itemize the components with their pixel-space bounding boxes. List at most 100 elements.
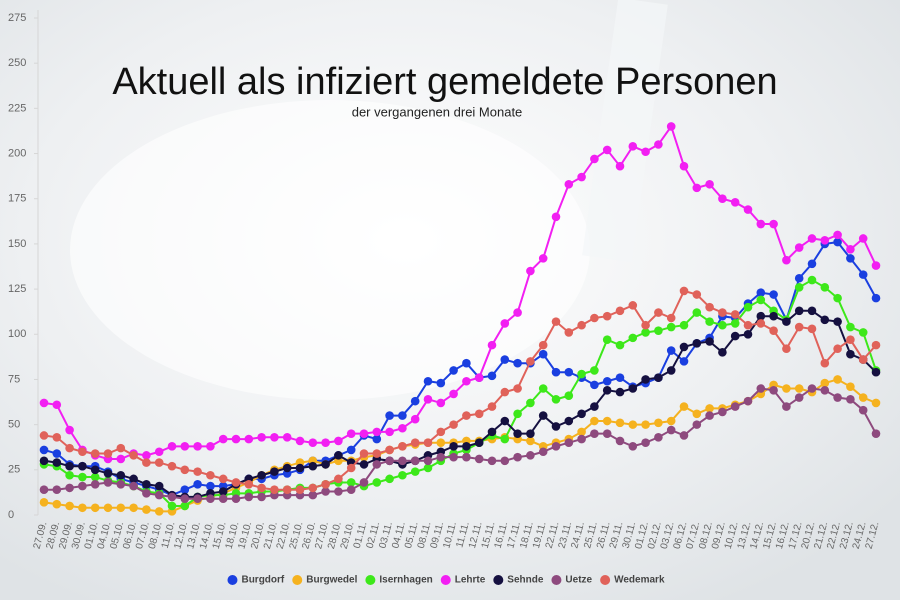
data-point <box>615 436 625 446</box>
data-point <box>513 429 522 438</box>
data-point <box>602 376 612 386</box>
data-point <box>846 254 855 263</box>
data-point <box>282 463 292 473</box>
data-point <box>538 340 548 350</box>
data-point <box>654 326 663 335</box>
data-point <box>590 402 599 411</box>
legend-item: Isernhagen <box>365 575 433 586</box>
legend-item: Burgwedel <box>292 575 358 586</box>
data-point <box>679 357 689 366</box>
data-point <box>654 432 663 442</box>
legend-marker <box>551 575 562 585</box>
data-point <box>52 485 62 494</box>
data-point <box>474 409 484 419</box>
data-point <box>180 442 190 451</box>
data-point <box>577 434 586 444</box>
data-point <box>180 465 190 475</box>
data-point <box>346 478 356 487</box>
data-point <box>78 461 87 471</box>
data-point <box>372 478 382 487</box>
data-point <box>321 479 330 489</box>
data-point <box>103 503 113 513</box>
data-point <box>833 375 842 384</box>
data-point <box>679 320 689 330</box>
data-point <box>410 456 420 466</box>
data-point <box>346 445 356 455</box>
data-point <box>52 499 62 509</box>
data-point <box>334 474 343 484</box>
data-point <box>833 317 842 326</box>
data-point <box>590 429 599 438</box>
data-point <box>641 438 650 448</box>
data-point <box>500 319 510 328</box>
data-point <box>142 489 151 498</box>
data-point <box>538 254 548 263</box>
data-point <box>359 429 369 438</box>
data-point <box>705 302 714 312</box>
data-point <box>295 485 305 494</box>
data-point <box>65 443 74 453</box>
data-point <box>513 409 522 419</box>
data-point <box>385 445 394 455</box>
data-point <box>692 183 702 193</box>
data-point <box>359 449 369 458</box>
data-point <box>257 483 266 493</box>
data-point <box>526 266 535 276</box>
data-point <box>590 313 599 323</box>
legend-label: Wedemark <box>614 575 665 586</box>
data-point <box>449 442 458 451</box>
legend-item: Sehnde <box>493 575 544 586</box>
data-point <box>180 501 190 511</box>
data-point <box>193 442 202 451</box>
data-point <box>500 456 510 466</box>
background-shape <box>582 0 668 263</box>
data-point <box>78 481 87 491</box>
data-point <box>794 273 804 283</box>
data-point <box>846 245 855 254</box>
data-point <box>538 411 548 420</box>
data-point <box>858 270 868 279</box>
data-point <box>692 420 702 429</box>
data-point <box>346 485 356 494</box>
data-point <box>372 460 382 469</box>
data-point <box>782 402 791 411</box>
data-point <box>692 339 702 348</box>
y-tick-label: 275 <box>8 12 26 24</box>
data-point <box>833 393 842 402</box>
data-point <box>654 418 663 428</box>
data-point <box>90 449 100 458</box>
data-point <box>116 503 126 513</box>
data-point <box>436 427 446 437</box>
data-point <box>78 503 87 513</box>
data-point <box>615 306 625 316</box>
data-point <box>321 487 330 496</box>
y-tick-label: 0 <box>8 509 14 521</box>
data-point <box>487 402 497 411</box>
data-point <box>500 434 510 444</box>
data-point <box>423 376 433 386</box>
data-point <box>718 320 727 330</box>
data-point <box>641 320 650 330</box>
data-point <box>769 311 778 321</box>
data-point <box>602 145 612 155</box>
y-tick-label: 25 <box>8 464 20 476</box>
data-point <box>462 358 471 368</box>
data-point <box>52 400 62 410</box>
data-point <box>590 380 599 390</box>
data-point <box>449 420 458 429</box>
legend-item: Uetze <box>551 575 593 586</box>
data-point <box>615 418 625 428</box>
data-point <box>206 442 215 451</box>
data-point <box>551 367 561 377</box>
data-point <box>334 451 343 460</box>
data-point <box>65 470 74 480</box>
data-point <box>103 469 113 478</box>
data-point <box>65 483 74 493</box>
data-point <box>615 340 625 350</box>
data-point <box>833 293 842 303</box>
legend-label: Sehnde <box>507 575 544 586</box>
data-point <box>654 373 663 382</box>
data-point <box>794 384 804 393</box>
data-point <box>90 472 100 482</box>
data-point <box>321 460 330 469</box>
